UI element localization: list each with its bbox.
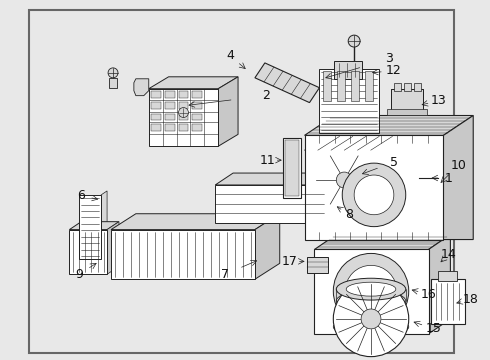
Bar [404,83,411,91]
Bar [193,113,202,121]
Polygon shape [429,235,450,334]
Polygon shape [391,89,422,111]
Text: 18: 18 [462,293,478,306]
Bar [193,91,202,98]
Polygon shape [255,63,319,103]
Text: 16: 16 [421,288,437,301]
Polygon shape [315,235,450,249]
Circle shape [333,253,409,329]
Bar [351,71,359,100]
Bar [149,89,218,146]
Bar [151,102,161,109]
Text: 10: 10 [450,159,466,172]
Circle shape [108,68,118,78]
Bar [193,102,202,109]
Circle shape [361,309,381,329]
Polygon shape [149,77,238,89]
Bar [307,257,328,273]
Polygon shape [305,136,406,150]
Bar [151,113,161,121]
Bar [365,71,373,100]
Text: 14: 14 [441,248,456,261]
Text: 11: 11 [260,154,276,167]
Text: 3: 3 [385,53,393,66]
Ellipse shape [336,290,406,312]
Bar [315,249,429,334]
Circle shape [348,35,360,47]
Bar [391,89,422,111]
Bar [70,230,107,274]
Bar [111,230,255,279]
Polygon shape [324,173,342,223]
Bar [165,125,174,131]
Bar [283,138,300,198]
Polygon shape [107,222,119,274]
Bar [305,150,384,210]
Bar [414,83,420,91]
Polygon shape [215,173,342,185]
Bar [394,83,401,91]
Bar [431,279,465,324]
Circle shape [345,265,397,317]
Bar [193,125,202,131]
Polygon shape [255,214,280,279]
Text: 15: 15 [426,322,441,336]
Polygon shape [443,116,473,239]
Polygon shape [384,136,406,210]
Circle shape [333,281,409,357]
Bar [151,91,161,98]
Bar [334,61,362,79]
Circle shape [178,108,189,117]
Bar [109,78,117,88]
Bar [215,185,324,223]
Bar [151,125,161,131]
Polygon shape [111,214,280,230]
Bar [323,71,331,100]
Text: 6: 6 [77,189,85,202]
Text: 5: 5 [390,156,398,168]
Text: 7: 7 [221,268,229,281]
Circle shape [354,175,394,215]
Bar [319,69,379,133]
Bar [178,102,189,109]
Polygon shape [305,116,473,135]
Bar [178,113,189,121]
Bar [439,271,457,281]
Text: 9: 9 [75,268,83,281]
Bar [337,71,345,100]
Bar [79,195,101,260]
Circle shape [336,172,352,188]
Text: 4: 4 [226,49,234,63]
Polygon shape [218,77,238,146]
Text: 8: 8 [345,208,353,221]
Text: 17: 17 [282,255,297,268]
Ellipse shape [346,282,396,296]
Polygon shape [70,222,119,230]
Bar [178,91,189,98]
Text: 12: 12 [386,64,402,77]
Polygon shape [134,79,149,96]
Text: 2: 2 [262,89,270,102]
Bar [305,135,443,239]
Bar [165,91,174,98]
Bar [28,10,454,353]
Polygon shape [101,191,107,260]
Bar [165,113,174,121]
Ellipse shape [333,317,409,337]
Bar [165,102,174,109]
Bar [285,140,298,196]
Bar [178,125,189,131]
Bar [387,109,427,114]
Text: 13: 13 [431,94,446,107]
Ellipse shape [336,278,406,300]
Circle shape [342,163,406,227]
Text: 1: 1 [444,171,452,185]
